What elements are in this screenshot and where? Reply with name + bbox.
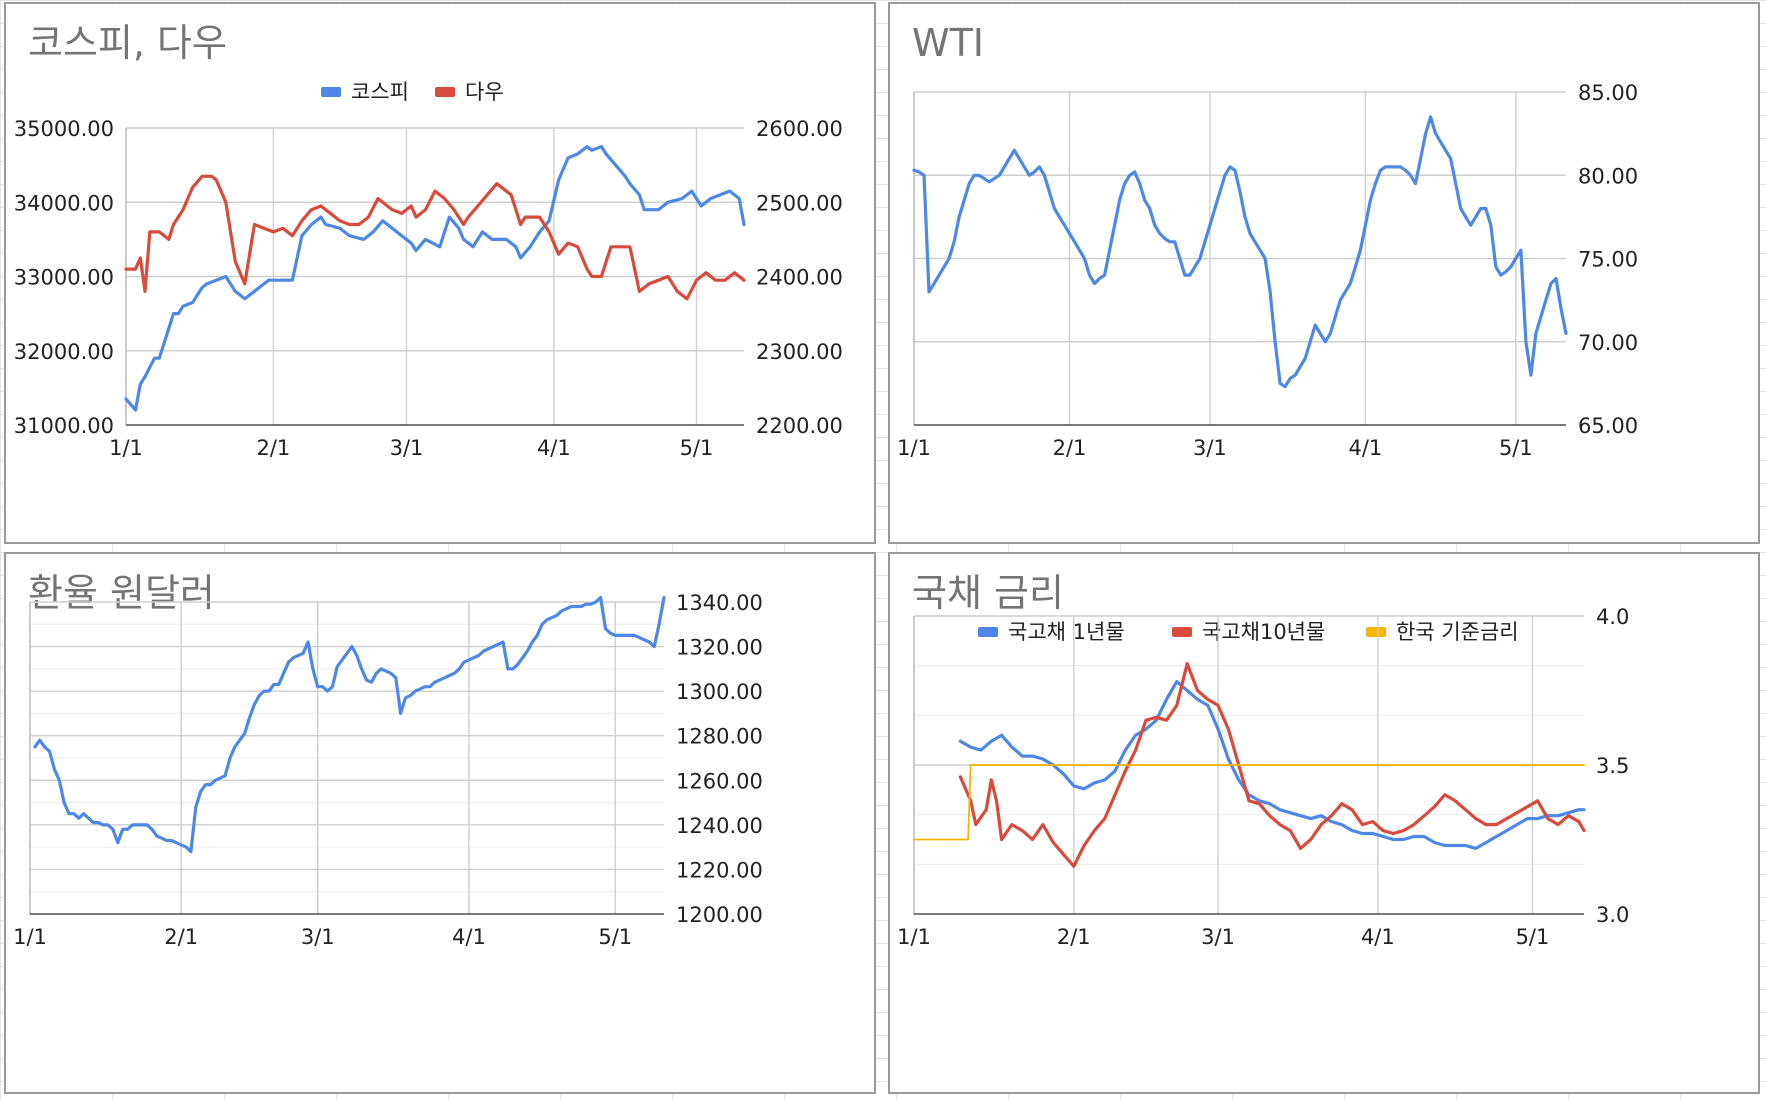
- y-tick-label-left: 33000.00: [14, 266, 114, 290]
- wti-chart: WTI 65.00 70.00 75.00 80.00 85.00 1/1 2/1 3/1 4/1…: [888, 2, 1760, 544]
- legend-swatch: [321, 87, 341, 97]
- y-tick-label-right: 3.0: [1596, 903, 1629, 927]
- y-tick-label-right: 1260.00: [676, 769, 763, 793]
- y-tick-label-right: 1280.00: [676, 725, 763, 749]
- x-tick-label: 5/1: [680, 436, 714, 460]
- series-line: [124, 145, 746, 412]
- legend-swatch: [435, 87, 455, 97]
- x-tick-label: 2/1: [1057, 925, 1091, 949]
- x-tick-label: 5/1: [1499, 436, 1533, 460]
- legend-label: 한국 기준금리: [1396, 620, 1519, 644]
- y-tick-label-left: 31000.00: [14, 414, 114, 438]
- legend-swatch: [978, 627, 998, 637]
- y-tick-label-left: 32000.00: [14, 340, 114, 364]
- series-line: [958, 662, 1586, 868]
- legend-label: 다우: [465, 80, 504, 104]
- x-tick-label: 4/1: [452, 925, 486, 949]
- y-tick-label-right: 1240.00: [676, 814, 763, 838]
- chart-title: 국채 금리: [912, 571, 1064, 615]
- series-line: [913, 764, 1585, 841]
- chart-title: WTI: [912, 21, 984, 65]
- x-tick-label: 5/1: [1516, 925, 1550, 949]
- fx-plot: 환율 원달러 1200.00 1220.00 1240.00 1260.00 1280.0…: [13, 571, 763, 949]
- y-tick-label-right: 1220.00: [676, 858, 763, 882]
- y-tick-label-right: 65.00: [1578, 414, 1638, 438]
- y-tick-label-right: 1200.00: [676, 903, 763, 927]
- series-line: [33, 595, 666, 854]
- x-tick-label: 3/1: [301, 925, 335, 949]
- x-tick-label: 1/1: [897, 925, 931, 949]
- x-tick-label: 4/1: [537, 436, 571, 460]
- y-tick-label-right: 1340.00: [676, 591, 763, 615]
- legend-label: 국고채10년물: [1202, 620, 1325, 644]
- fx-chart: 환율 원달러 1200.00 1220.00 1240.00 1260.00 1280.0…: [4, 552, 876, 1094]
- y-tick-label-right: 2500.00: [756, 191, 843, 215]
- y-tick-label-right: 2300.00: [756, 340, 843, 364]
- x-tick-label: 4/1: [1361, 925, 1395, 949]
- y-tick-label-right: 1300.00: [676, 680, 763, 704]
- x-tick-label: 3/1: [390, 436, 424, 460]
- x-tick-label: 1/1: [109, 436, 143, 460]
- x-tick-label: 2/1: [256, 436, 290, 460]
- y-tick-label-left: 35000.00: [14, 117, 114, 141]
- y-tick-label-right: 80.00: [1578, 164, 1638, 188]
- series-line: [958, 679, 1586, 850]
- x-tick-label: 2/1: [164, 925, 198, 949]
- x-tick-label: 4/1: [1348, 436, 1382, 460]
- x-tick-label: 1/1: [897, 436, 931, 460]
- chart-title: 환율 원달러: [28, 571, 215, 615]
- legend-swatch: [1366, 627, 1386, 637]
- series-line: [124, 174, 746, 301]
- y-tick-label-right: 2200.00: [756, 414, 843, 438]
- y-tick-label-left: 34000.00: [14, 191, 114, 215]
- chart-title: 코스피, 다우: [28, 21, 227, 65]
- legend-label: 국고채 1년물: [1008, 620, 1125, 644]
- x-tick-label: 1/1: [13, 925, 47, 949]
- x-tick-label: 3/1: [1193, 436, 1227, 460]
- y-tick-label-right: 1320.00: [676, 636, 763, 660]
- y-tick-label-right: 70.00: [1578, 331, 1638, 355]
- x-tick-label: 5/1: [598, 925, 632, 949]
- x-tick-label: 3/1: [1201, 925, 1235, 949]
- series-line: [912, 115, 1568, 389]
- y-tick-label-right: 2600.00: [756, 117, 843, 141]
- legend-label: 코스피: [351, 80, 409, 104]
- y-tick-label-right: 85.00: [1578, 81, 1638, 105]
- y-tick-label-right: 4.0: [1596, 605, 1629, 629]
- legend-swatch: [1172, 627, 1192, 637]
- y-tick-label-right: 2400.00: [756, 266, 843, 290]
- x-tick-label: 2/1: [1053, 436, 1087, 460]
- y-tick-label-right: 75.00: [1578, 248, 1638, 272]
- wti-plot: WTI 65.00 70.00 75.00 80.00 85.00 1/1 2/1 3/1 4/1…: [897, 21, 1638, 460]
- y-tick-label-right: 3.5: [1596, 754, 1629, 778]
